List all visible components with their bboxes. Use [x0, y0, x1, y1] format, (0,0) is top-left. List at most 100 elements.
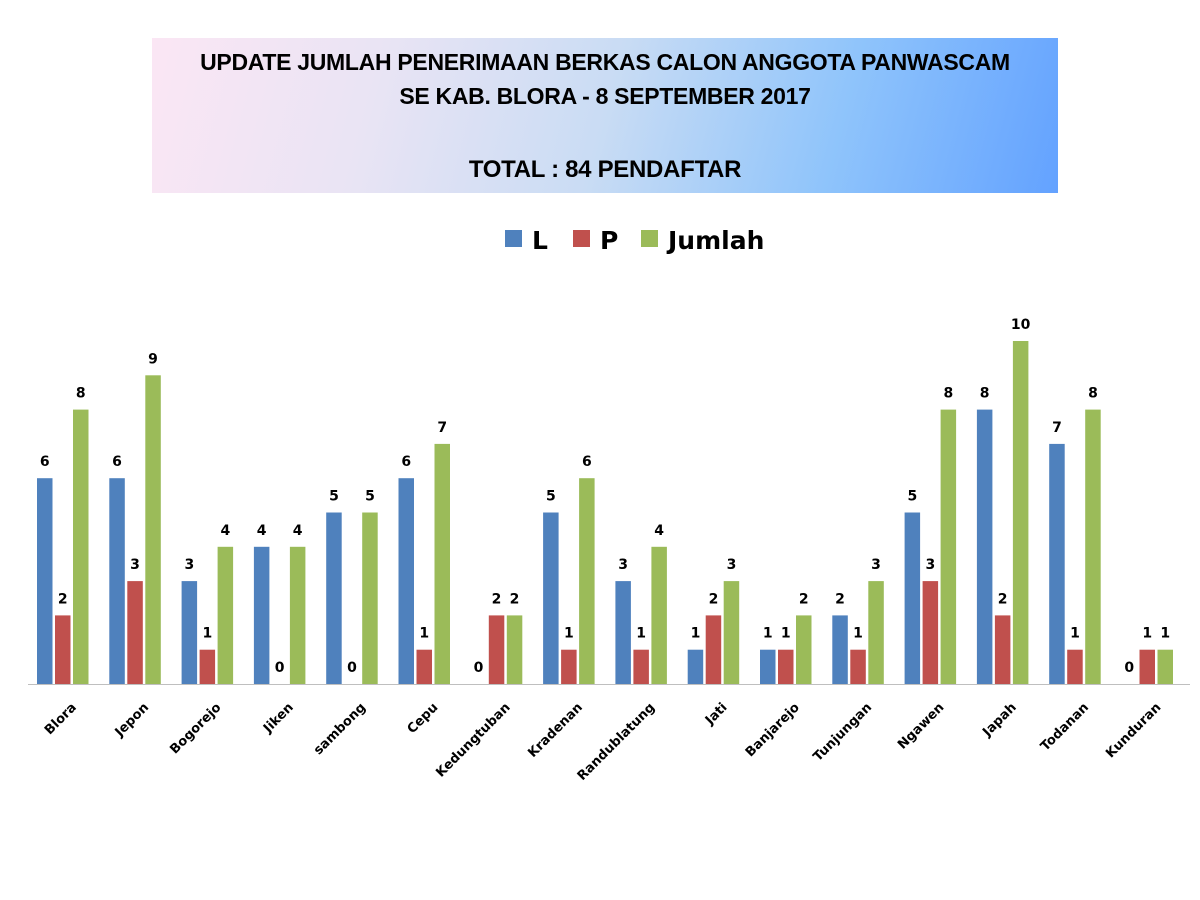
bar-jumlah-randublatung	[651, 546, 667, 684]
data-label-p-jepon: 3	[130, 557, 140, 573]
bar-p-banjarejo	[778, 649, 794, 684]
data-label-jumlah-tunjungan: 3	[871, 557, 881, 573]
data-label-jumlah-banjarejo: 2	[799, 591, 809, 607]
bar-l-cepu	[398, 478, 414, 684]
data-label-p-tunjungan: 1	[853, 626, 863, 642]
bar-l-banjarejo	[760, 649, 776, 684]
data-label-l-banjarejo: 1	[763, 626, 773, 642]
data-label-l-ngawen: 5	[907, 489, 917, 505]
data-label-l-kunduran: 0	[1124, 660, 1134, 676]
category-label-kunduran: Kunduran	[1103, 700, 1164, 761]
category-label-cepu: Cepu	[405, 700, 442, 737]
data-label-p-jiken: 0	[275, 660, 285, 676]
data-label-l-jepon: 6	[112, 454, 122, 470]
data-label-l-kedungtuban: 0	[474, 660, 484, 676]
bar-jumlah-jati	[723, 581, 740, 684]
bar-l-tunjungan	[832, 615, 848, 684]
category-label-kradenan: Kradenan	[525, 700, 586, 761]
bar-p-japah	[994, 615, 1011, 684]
bar-jumlah-kunduran	[1157, 649, 1173, 684]
bar-l-sambong	[326, 512, 342, 684]
bar-jumlah-blora	[73, 409, 89, 684]
bar-p-bogorejo	[199, 649, 216, 684]
bar-jumlah-banjarejo	[796, 615, 812, 684]
bar-jumlah-ngawen	[940, 409, 957, 684]
data-label-jumlah-jati: 3	[727, 557, 737, 573]
data-label-l-japah: 8	[980, 386, 990, 402]
data-label-p-kedungtuban: 2	[492, 591, 502, 607]
data-label-jumlah-randublatung: 4	[654, 523, 664, 539]
data-label-l-blora: 6	[40, 454, 50, 470]
data-label-jumlah-cepu: 7	[437, 420, 447, 436]
data-label-p-banjarejo: 1	[781, 626, 791, 642]
bar-jumlah-tunjungan	[868, 581, 884, 684]
category-label-ngawen: Ngawen	[895, 700, 947, 752]
bar-jumlah-jepon	[145, 375, 161, 684]
category-labels: Blora Jepon Bogorejo Jiken sambong CepuKedung…	[42, 700, 1164, 784]
data-label-jumlah-ngawen: 8	[943, 386, 953, 402]
category-label-sambong: sambong	[311, 700, 369, 758]
data-label-p-randublatung: 1	[636, 626, 646, 642]
legend: L P Jumlah	[505, 226, 764, 255]
total-registrants: TOTAL : 84 PENDAFTAR	[468, 156, 742, 183]
data-label-p-cepu: 1	[419, 626, 429, 642]
category-label-kedungtuban: Kedungtuban	[433, 700, 513, 780]
legend-label-l: L	[532, 226, 548, 255]
bar-l-ngawen	[904, 512, 921, 684]
data-label-l-bogorejo: 3	[184, 557, 194, 573]
bar-p-blora	[55, 615, 71, 684]
category-label-randublatung: Randublatung	[575, 700, 659, 784]
bar-l-randublatung	[615, 581, 631, 684]
data-label-jumlah-kradenan: 6	[582, 454, 592, 470]
data-label-l-kradenan: 5	[546, 489, 556, 505]
bar-p-ngawen	[922, 581, 939, 684]
legend-swatch-l	[505, 230, 522, 247]
title-banner: UPDATE JUMLAH PENERIMAAN BERKAS CALON AN…	[152, 38, 1058, 193]
data-label-jumlah-todanan: 8	[1088, 386, 1098, 402]
data-label-l-sambong: 5	[329, 489, 339, 505]
category-label-bogorejo: Bogorejo	[167, 700, 224, 757]
data-label-jumlah-blora: 8	[76, 386, 86, 402]
data-label-p-kunduran: 1	[1142, 626, 1152, 642]
bar-p-todanan	[1067, 649, 1083, 684]
data-label-p-kradenan: 1	[564, 626, 574, 642]
bar-jumlah-kedungtuban	[506, 615, 523, 684]
bar-l-blora	[37, 478, 53, 684]
bar-jumlah-todanan	[1085, 409, 1101, 684]
legend-label-p: P	[600, 226, 618, 255]
data-label-jumlah-bogorejo: 4	[220, 523, 230, 539]
bar-p-kedungtuban	[488, 615, 505, 684]
data-label-l-todanan: 7	[1052, 420, 1062, 436]
data-label-p-bogorejo: 1	[202, 626, 212, 642]
category-label-jati: Jati	[702, 700, 730, 728]
category-label-blora: Blora	[42, 700, 80, 738]
legend-label-jumlah: Jumlah	[666, 226, 764, 255]
bar-jumlah-bogorejo	[217, 546, 234, 684]
data-label-l-jiken: 4	[257, 523, 267, 539]
data-label-l-tunjungan: 2	[835, 591, 845, 607]
bars-layer	[37, 341, 1173, 684]
bar-l-todanan	[1049, 443, 1065, 684]
title-line-1: UPDATE JUMLAH PENERIMAAN BERKAS CALON AN…	[200, 49, 1010, 75]
category-label-jiken: Jiken	[260, 700, 297, 737]
legend-swatch-jumlah	[641, 230, 658, 247]
data-label-p-ngawen: 3	[925, 557, 935, 573]
bar-p-kunduran	[1139, 649, 1155, 684]
title-line-2: SE KAB. BLORA - 8 SEPTEMBER 2017	[399, 83, 811, 109]
data-label-l-randublatung: 3	[618, 557, 628, 573]
bar-jumlah-sambong	[362, 512, 378, 684]
bar-p-jepon	[127, 581, 143, 684]
category-label-banjarejo: Banjarejo	[743, 700, 803, 760]
bar-jumlah-japah	[1012, 341, 1029, 684]
bar-p-randublatung	[633, 649, 649, 684]
data-label-l-cepu: 6	[401, 454, 411, 470]
data-label-jumlah-jepon: 9	[148, 351, 158, 367]
bar-jumlah-jiken	[289, 546, 306, 684]
bar-p-kradenan	[561, 649, 577, 684]
bar-p-tunjungan	[850, 649, 866, 684]
data-label-jumlah-japah: 10	[1011, 317, 1031, 333]
bar-p-cepu	[416, 649, 432, 684]
category-label-japah: Japah	[979, 700, 1019, 740]
category-label-todanan: Todanan	[1038, 700, 1092, 754]
